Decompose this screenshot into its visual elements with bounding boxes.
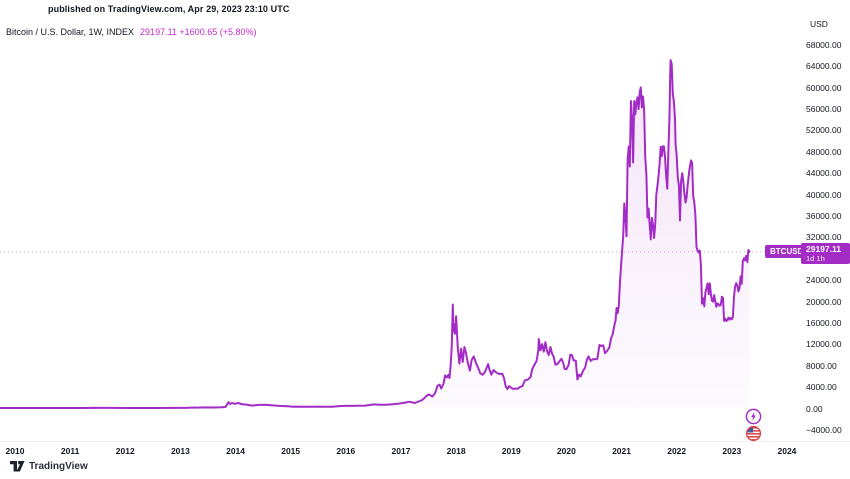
price-chart-canvas[interactable] <box>0 0 850 460</box>
price-tick-label: 8000.00 <box>806 360 837 371</box>
year-label: 2022 <box>667 446 687 456</box>
year-label: 2021 <box>612 446 631 456</box>
tradingview-logo-text: TradingView <box>29 461 88 472</box>
price-tick-label: 12000.00 <box>806 339 842 350</box>
year-label: 2012 <box>115 446 135 456</box>
price-axis[interactable]: USD 68000.00 64000.00 60000.00 56000.00 5200… <box>800 0 850 460</box>
price-area-fill <box>0 60 750 408</box>
price-axis-unit: USD <box>810 19 828 29</box>
tradingview-logo-icon <box>10 461 25 472</box>
price-tick-label: 60000.00 <box>806 82 842 93</box>
price-tick-label: 20000.00 <box>806 296 842 307</box>
published-caption: published on TradingView.com, Apr 29, 20… <box>48 4 290 14</box>
price-tick-label: 68000.00 <box>806 39 842 50</box>
symbol-flag-label: BTCUSD <box>765 245 809 259</box>
us-flag-icon[interactable] <box>745 425 762 442</box>
year-label: 2018 <box>446 446 466 456</box>
bar-countdown: 1d 1h <box>806 254 825 264</box>
last-price-value: 29197.11 <box>806 244 841 255</box>
chart-legend[interactable]: Bitcoin / U.S. Dollar, 1W, INDEX 29197.11… <box>6 27 256 37</box>
price-tick-label: 40000.00 <box>806 189 842 200</box>
symbol-title: Bitcoin / U.S. Dollar, 1W, INDEX <box>6 27 135 37</box>
price-tick-label: 36000.00 <box>806 210 842 221</box>
price-tick-label: 24000.00 <box>806 275 842 286</box>
price-tick-label: 16000.00 <box>806 317 842 328</box>
year-label: 2023 <box>722 446 742 456</box>
year-label: 2024 <box>777 446 797 456</box>
realtime-lightning-icon[interactable] <box>745 408 762 425</box>
year-label: 2019 <box>501 446 521 456</box>
year-label: 2013 <box>170 446 190 456</box>
time-axis[interactable]: 2010 2011 2012 2013 2014 2015 2016 2017 2018 2019… <box>0 441 850 461</box>
year-label: 2014 <box>226 446 246 456</box>
year-label: 2016 <box>336 446 356 456</box>
price-tick-label: 4000.00 <box>806 382 837 393</box>
year-label: 2010 <box>5 446 25 456</box>
price-tick-label: 64000.00 <box>806 61 842 72</box>
price-tick-label: 52000.00 <box>806 125 842 136</box>
year-label: 2017 <box>391 446 411 456</box>
data-source-badges <box>745 408 762 442</box>
price-tick-label: −4000.00 <box>806 424 842 435</box>
price-tick-label: 0.00 <box>806 403 823 414</box>
price-tick-label: 44000.00 <box>806 168 842 179</box>
last-price-label: 29197.11 1d 1h <box>801 242 850 264</box>
year-label: 2015 <box>281 446 301 456</box>
year-label: 2020 <box>556 446 576 456</box>
price-line-series <box>0 59 751 409</box>
price-tick-label: 48000.00 <box>806 146 842 157</box>
tradingview-attribution[interactable]: TradingView <box>10 461 88 472</box>
quote-change: 29197.11 +1600.65 (+5.80%) <box>140 27 257 37</box>
price-tick-label: 56000.00 <box>806 103 842 114</box>
price-tick-label: 32000.00 <box>806 232 842 243</box>
year-label: 2011 <box>60 446 80 456</box>
